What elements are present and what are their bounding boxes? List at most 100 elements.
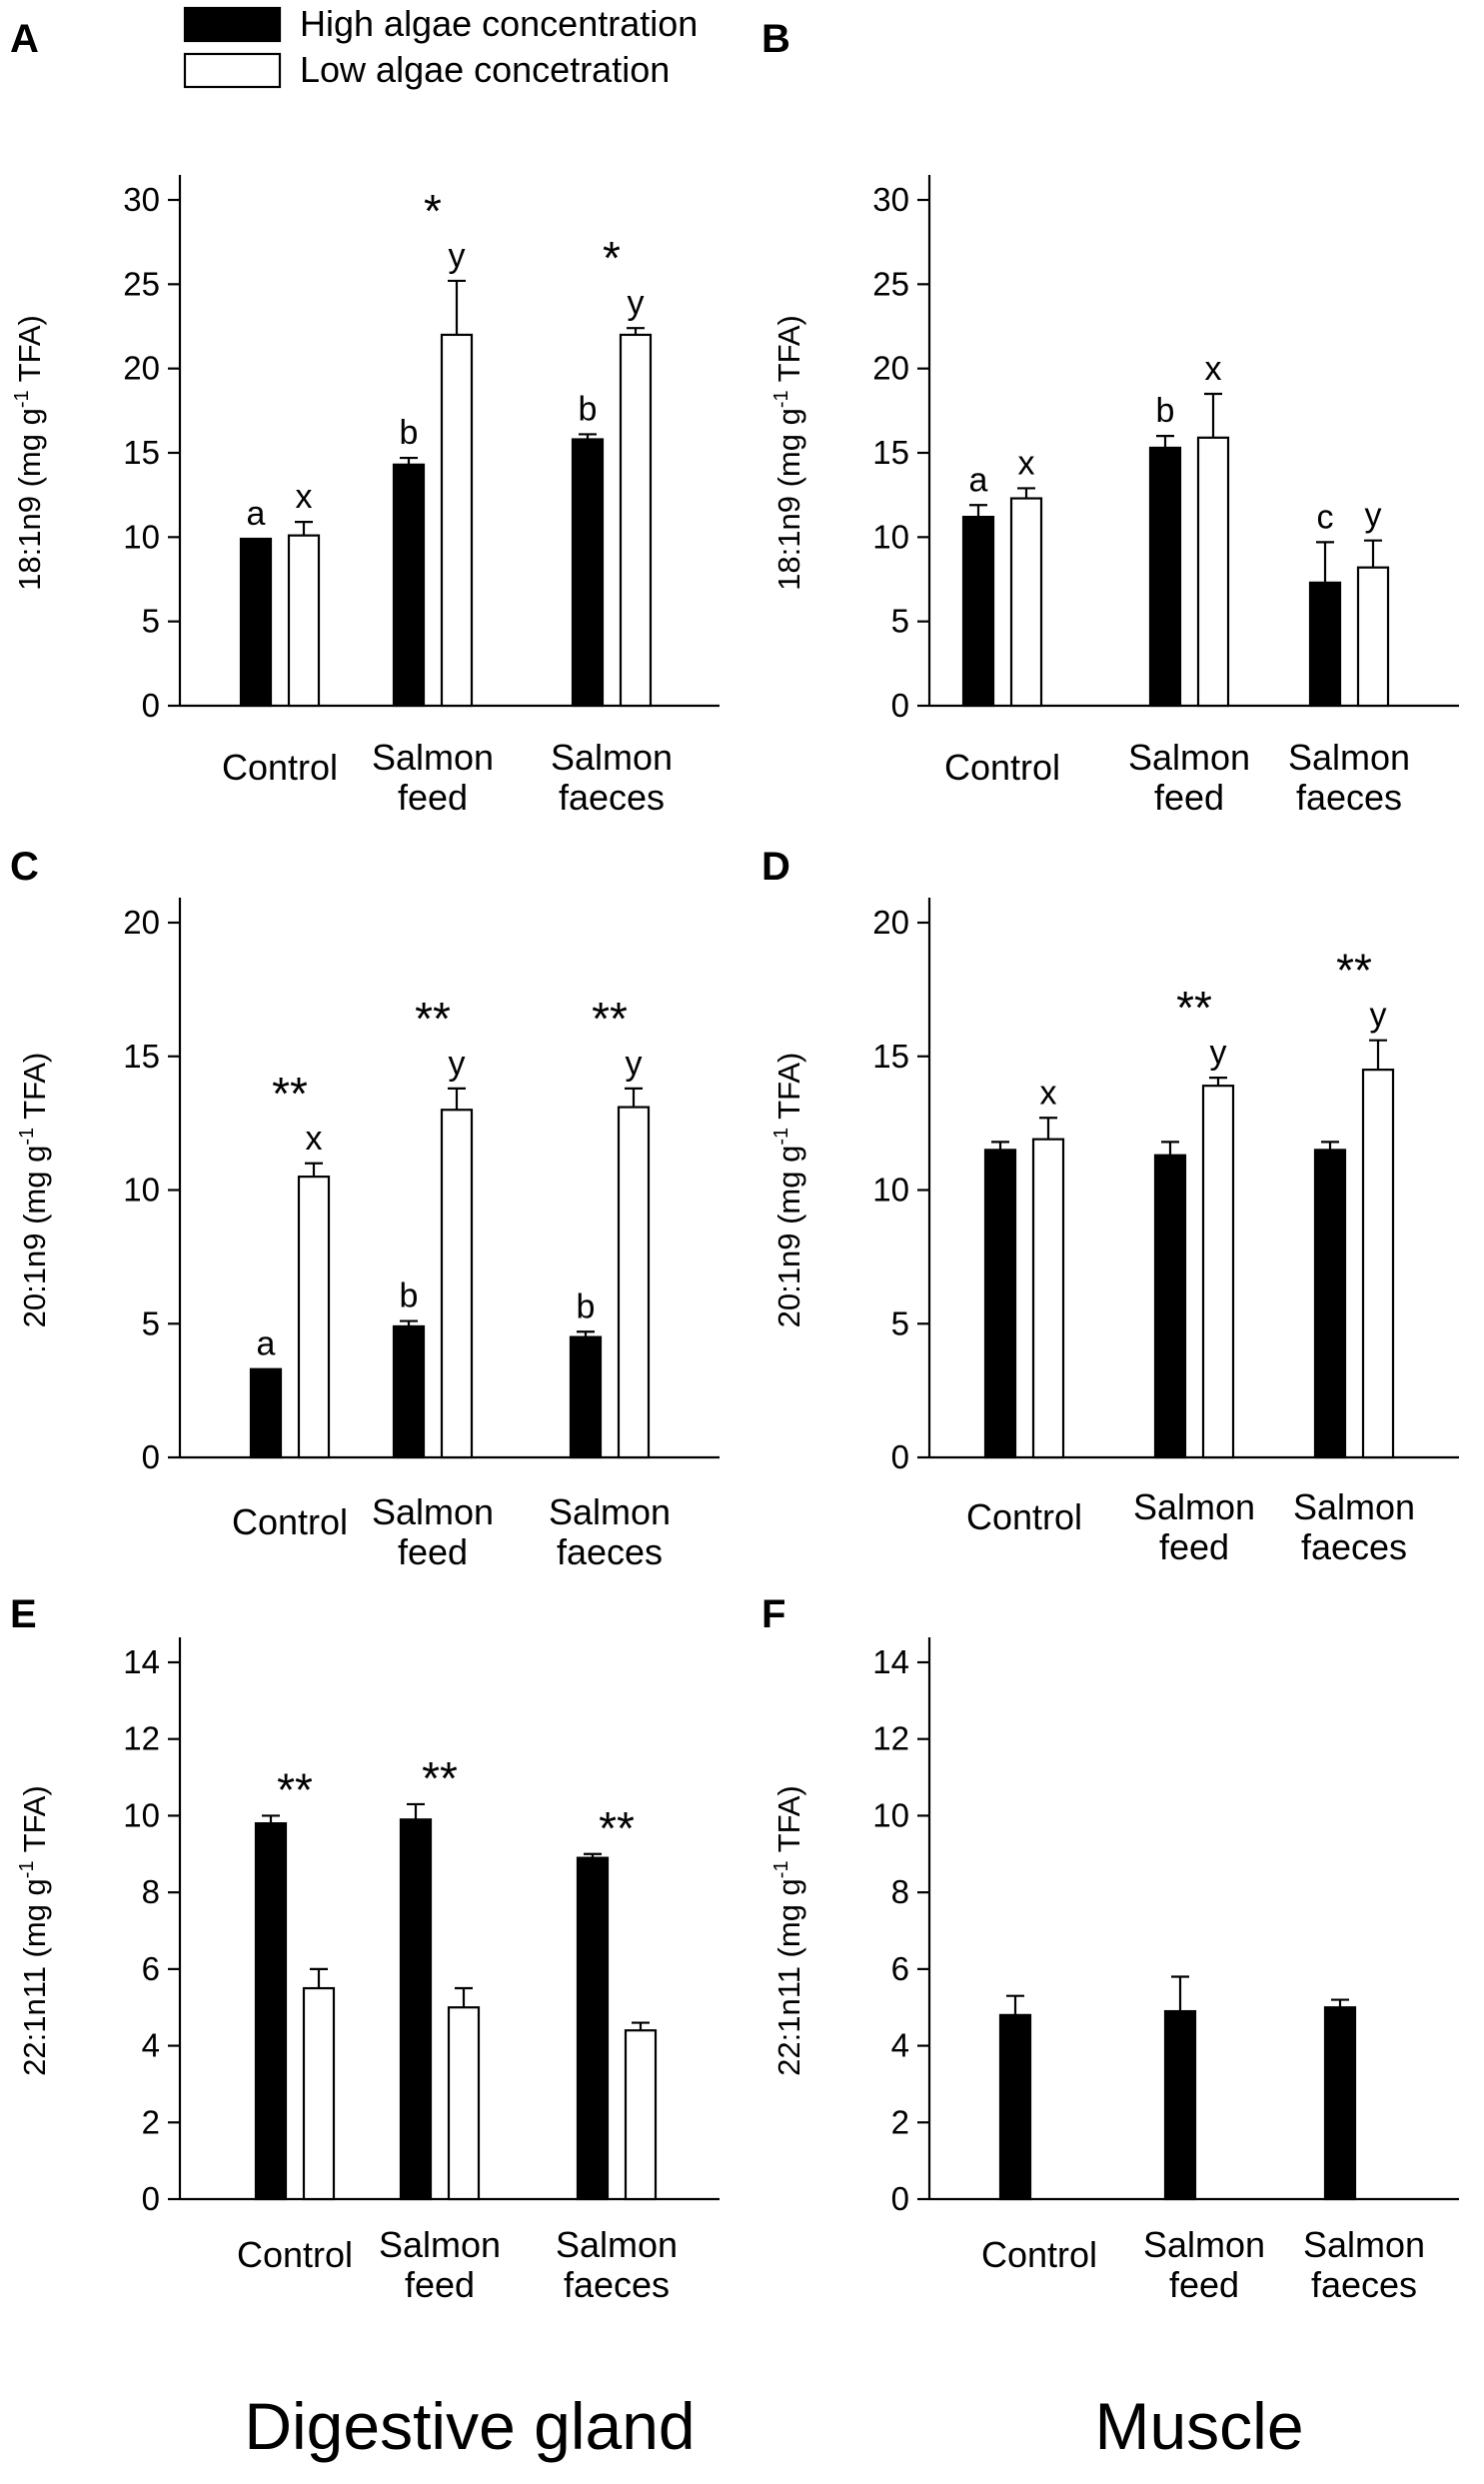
- panel-a-letter: A: [10, 17, 39, 61]
- panel-d-ylabel-main: 20:1n9 (mg g: [771, 1146, 806, 1328]
- panel-c-category-label-1: Control: [232, 1501, 348, 1542]
- legend-low-label: Low algae concetration: [300, 49, 670, 90]
- panel-b-bar-high-1: [961, 515, 995, 708]
- panel-f-bar-high-2: [1163, 2009, 1197, 2201]
- panel-b-bar-low-3-sig-letter: y: [1365, 497, 1382, 535]
- panel-c-bar-high-3: [569, 1335, 603, 1459]
- panel-c-bar-low-1-sig-letter: x: [306, 1120, 323, 1158]
- panel-d-bar-high-2: [1153, 1154, 1187, 1459]
- panel-a-ytick-label: 30: [123, 181, 160, 218]
- legend-high-swatch: [183, 6, 282, 43]
- panel-a-bar-high-3-sig-letter: b: [579, 390, 598, 428]
- panel-c-bar-high-2: [392, 1324, 426, 1459]
- panel-f-category-label-3: faeces: [1311, 2264, 1417, 2305]
- panel-f-bar-high-1: [998, 2013, 1032, 2201]
- panel-c-category-label-2: feed: [398, 1531, 468, 1572]
- panel-c-ytick-label: 15: [123, 1038, 160, 1075]
- panel-a-bar-high-1-sig-letter: a: [247, 495, 266, 533]
- panel-e-bar-low-2: [447, 2006, 481, 2201]
- panel-b-ytick-label: 0: [891, 687, 909, 724]
- panel-a-ylabel-main: 18:1n9 (mg g: [12, 408, 47, 591]
- panel-a-bar-low-2: [440, 333, 474, 708]
- panel-b-ytick-label: 10: [872, 518, 909, 555]
- panel-b-ytick-label: 15: [872, 434, 909, 471]
- panel-e-ytick-label: 2: [142, 2103, 160, 2140]
- panel-e-ytick-label: 0: [142, 2180, 160, 2217]
- panel-d-ytick-label: 20: [872, 904, 909, 941]
- panel-b-category-label-1: Control: [944, 747, 1060, 788]
- panel-f-ylabel-sup: -1: [770, 1860, 792, 1878]
- panel-f-ytick-label: 0: [891, 2180, 909, 2217]
- panel-c-significance-2: **: [415, 993, 451, 1045]
- panel-b-ytick-label: 30: [872, 181, 909, 218]
- panel-a-ylabel-sup: -1: [11, 390, 33, 408]
- panel-d-category-label-1: Control: [966, 1496, 1082, 1537]
- panel-c-ylabel-main: 20:1n9 (mg g: [17, 1146, 52, 1328]
- panel-c-ytick-label: 0: [142, 1438, 160, 1475]
- panel-a-ytick-label: 0: [142, 687, 160, 724]
- panel-e-ytick-label: 8: [142, 1873, 160, 1910]
- panel-a-category-label-3: faeces: [559, 777, 665, 818]
- panel-e-ylabel-sup: -1: [16, 1860, 38, 1878]
- panel-e-ytick-label: 4: [142, 2027, 160, 2064]
- footer-digestive-gland: Digestive gland: [244, 2389, 695, 2463]
- panel-d-category-label-2: feed: [1159, 1526, 1229, 1567]
- panel-a-bar-low-3: [619, 333, 653, 708]
- panel-f-ytick-label: 12: [872, 1720, 909, 1757]
- panel-c-bar-low-2: [440, 1109, 474, 1459]
- panel-d-letter: D: [761, 845, 790, 889]
- panel-a-bar-high-1: [239, 537, 273, 708]
- panel-c-ytick-label: 10: [123, 1172, 160, 1209]
- panel-e-category-label-3: Salmon: [556, 2224, 678, 2265]
- panel-b-ytick-label: 5: [891, 603, 909, 640]
- panel-d-ylabel-tail: TFA): [771, 1053, 806, 1128]
- panel-c-ylabel-tail: TFA): [17, 1053, 52, 1128]
- panel-f-category-label-1: Control: [981, 2234, 1097, 2275]
- panel-b-bar-low-1: [1009, 497, 1043, 708]
- panel-a-bar-low-1-sig-letter: x: [296, 478, 313, 516]
- panel-e-category-label-1: Control: [237, 2234, 353, 2275]
- panel-f-ytick-label: 4: [891, 2027, 909, 2064]
- panel-f-category-label-2: Salmon: [1143, 2224, 1265, 2265]
- panel-c-bar-high-1-sig-letter: a: [257, 1325, 276, 1363]
- panel-a-bar-low-1: [287, 534, 321, 708]
- panel-c-category-label-3: Salmon: [549, 1491, 671, 1532]
- panel-c-bar-low-3-sig-letter: y: [626, 1045, 643, 1083]
- panel-a-bar-high-2-sig-letter: b: [400, 414, 419, 452]
- panel-a-ytick-label: 5: [142, 603, 160, 640]
- panel-f-ytick-label: 14: [872, 1643, 909, 1680]
- panel-c-significance-3: **: [592, 993, 628, 1045]
- panel-a-ytick-label: 25: [123, 265, 160, 302]
- panel-f-ytick-label: 10: [872, 1796, 909, 1833]
- panel-f-category-label-3: Salmon: [1303, 2224, 1425, 2265]
- panel-a-category-label-1: Control: [222, 747, 338, 788]
- panel-e-significance-3: **: [599, 1802, 635, 1854]
- panel-d-bar-low-2: [1201, 1085, 1235, 1459]
- panel-c-bar-low-2-sig-letter: y: [449, 1045, 466, 1083]
- panel-e-significance-2: **: [422, 1752, 458, 1804]
- panel-e-ytick-label: 14: [123, 1643, 160, 1680]
- panel-e-ytick-label: 10: [123, 1796, 160, 1833]
- panel-e-bar-high-2: [399, 1818, 433, 2201]
- panel-c-ytick-label: 20: [123, 904, 160, 941]
- panel-a-bar-low-3-sig-letter: y: [628, 284, 645, 322]
- panel-e-category-label-3: faeces: [564, 2264, 670, 2305]
- panel-b-bar-low-1-sig-letter: x: [1018, 444, 1035, 482]
- panel-d-category-label-3: Salmon: [1293, 1486, 1415, 1527]
- panel-e-ylabel-tail: TFA): [17, 1785, 52, 1860]
- panel-d-ylabel-sup: -1: [770, 1128, 792, 1146]
- panel-a-ylabel: 18:1n9 (mg g-1 TFA): [11, 315, 47, 591]
- panel-d-significance-2: **: [1176, 982, 1212, 1034]
- panel-c-ylabel: 20:1n9 (mg g-1 TFA): [16, 1053, 52, 1328]
- panel-a-significance-3: *: [603, 232, 621, 284]
- panel-a: A 0 5 10 15 20 25 30 18:1n9 (mg g-1 TFA) a x Contro…: [10, 17, 720, 818]
- panel-a-ytick-label: 20: [123, 350, 160, 387]
- panel-c-ytick-label: 5: [142, 1304, 160, 1341]
- panel-b-category-label-3: faeces: [1296, 777, 1402, 818]
- panel-e-category-label-2: Salmon: [379, 2224, 501, 2265]
- panel-d-bar-low-1: [1031, 1138, 1065, 1459]
- panel-b-ylabel-main: 18:1n9 (mg g: [771, 408, 806, 591]
